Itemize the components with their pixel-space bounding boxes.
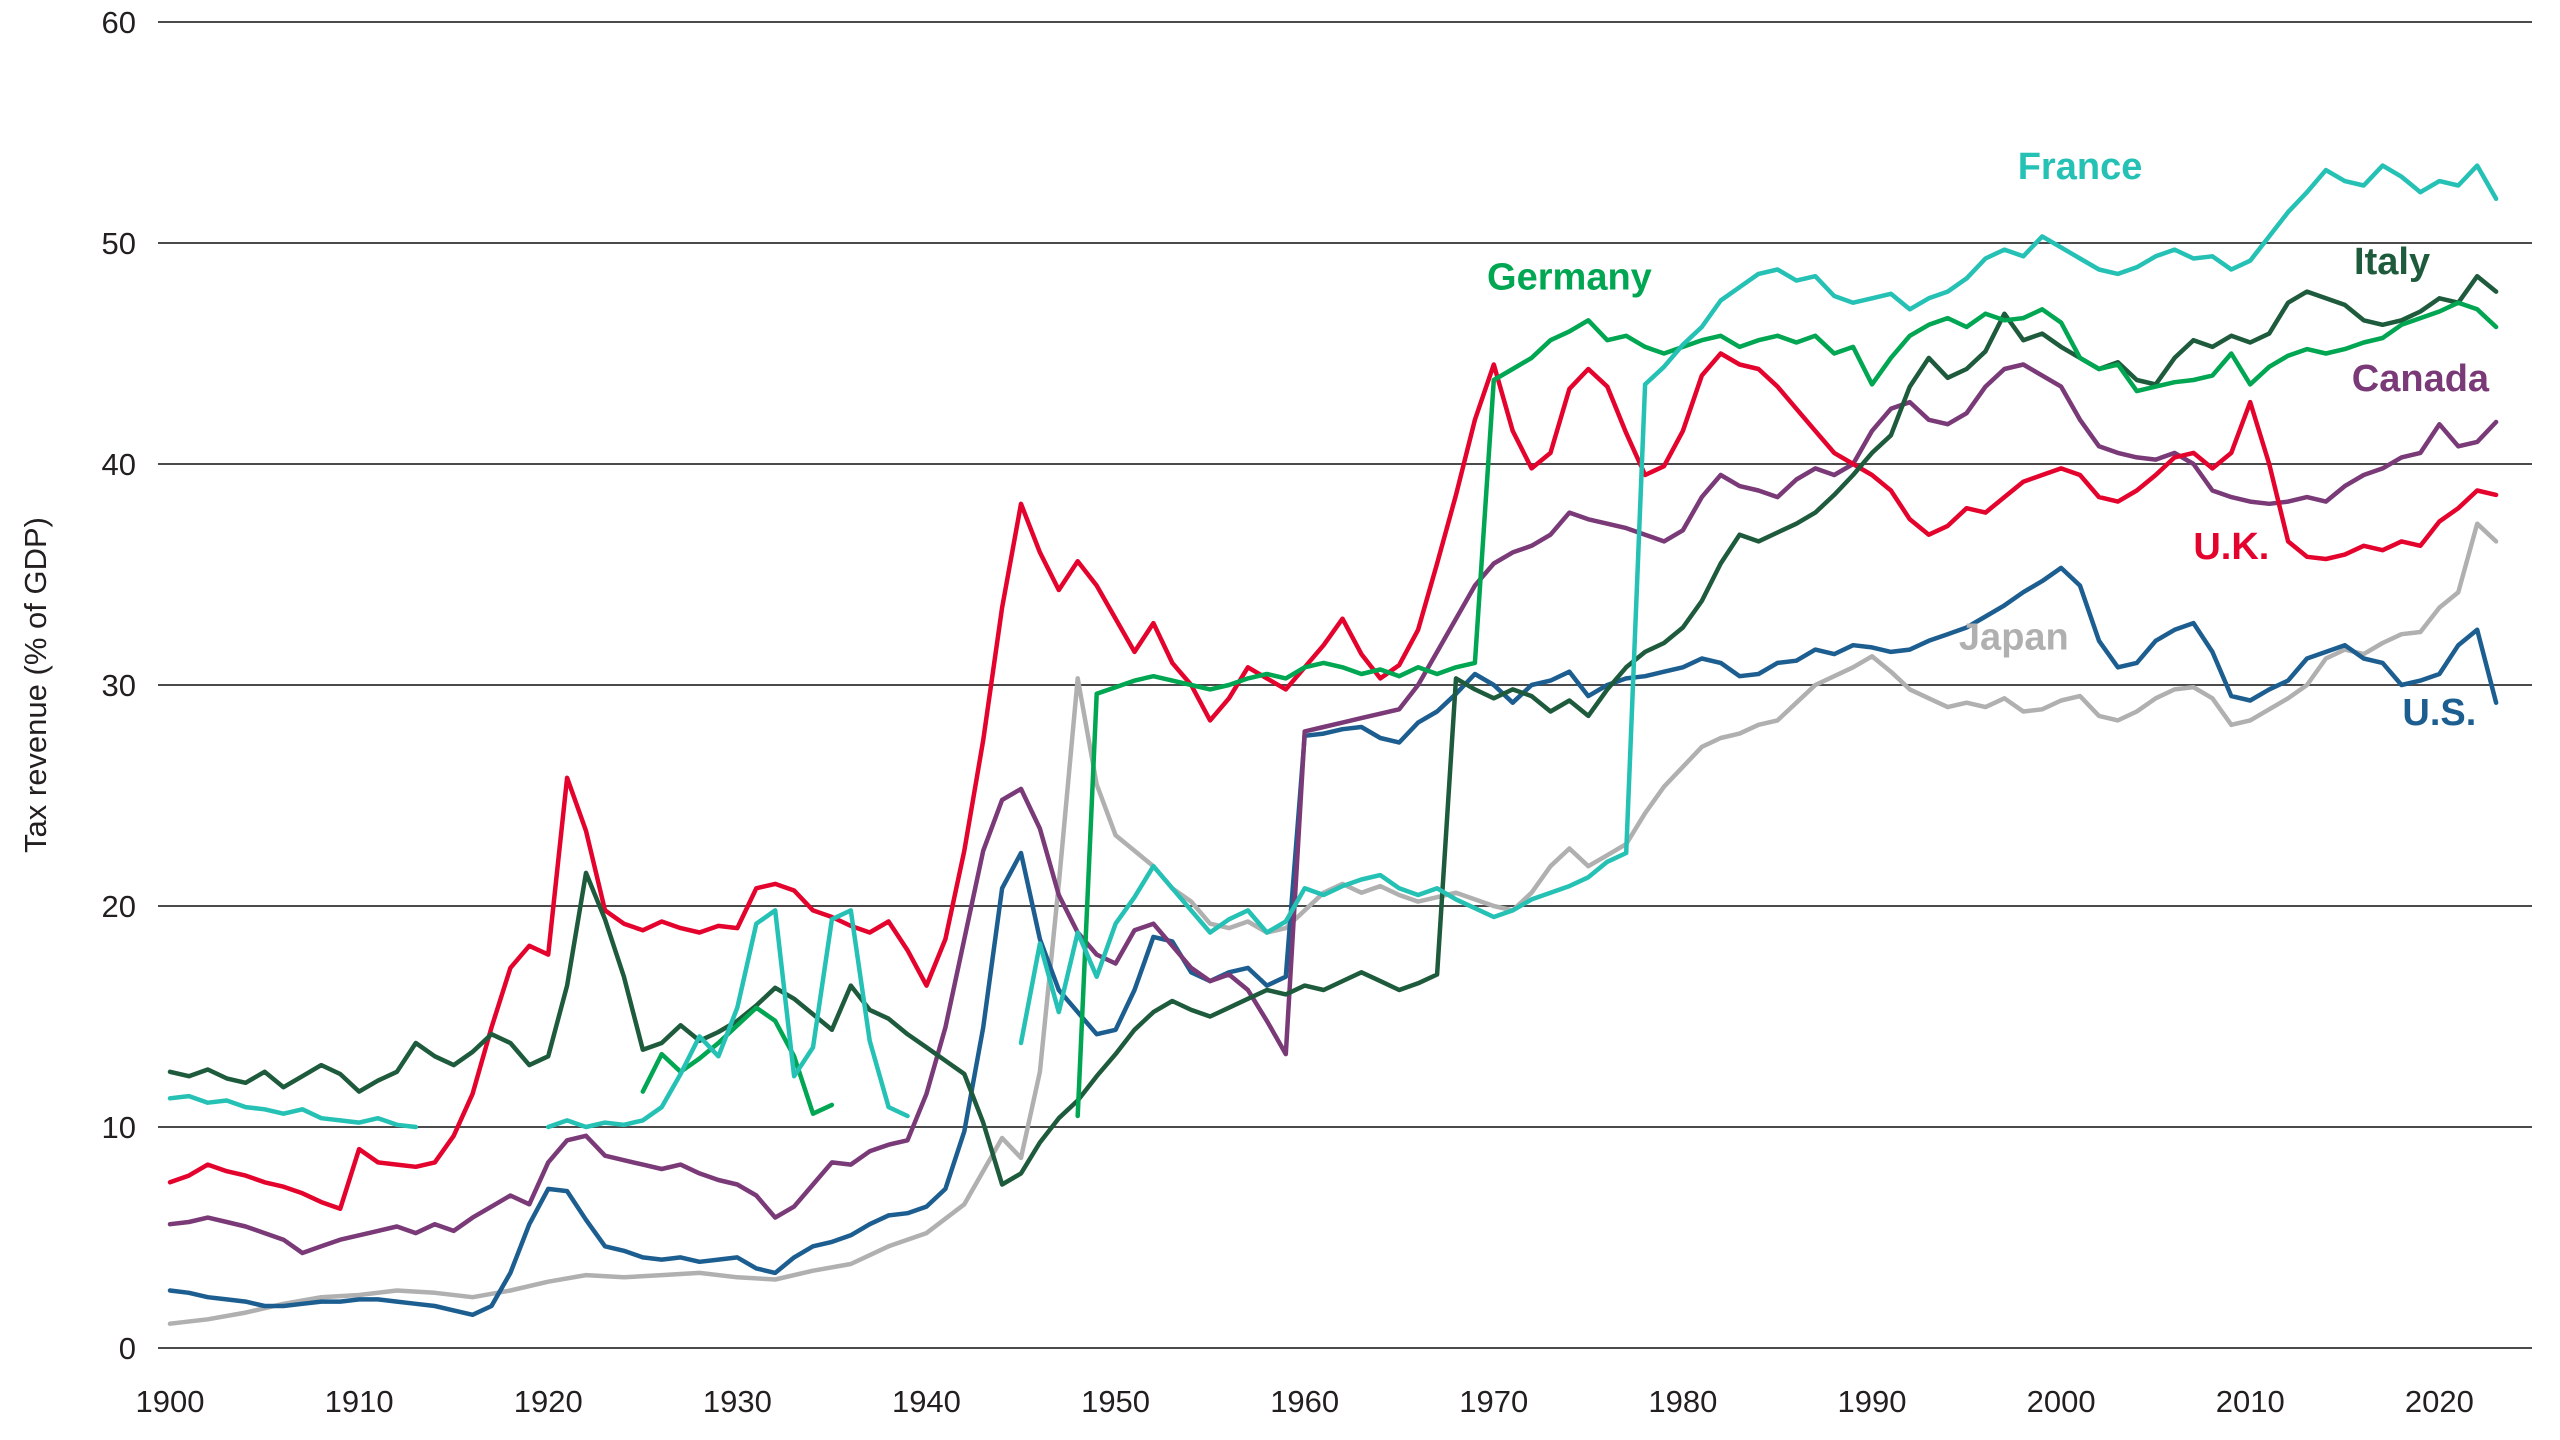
series-line-germany-seg0: [640, 1005, 835, 1116]
y-axis-title: Tax revenue (% of GDP): [18, 517, 53, 853]
series-line-uk-seg0: [167, 351, 2499, 1212]
y-axis-tick-labels: 0 10 20 30 40 50 60: [102, 5, 136, 1366]
series-line-france-seg1: [545, 908, 910, 1130]
series-lines: [167, 163, 2499, 1326]
series-line-france-seg2: [1018, 163, 2499, 1046]
x-tick-label: 1970: [1459, 1384, 1528, 1419]
y-tick-label: 50: [102, 226, 136, 261]
x-tick-label: 1930: [703, 1384, 772, 1419]
y-tick-label: 40: [102, 447, 136, 482]
x-tick-label: 1940: [892, 1384, 961, 1419]
x-tick-label: 1910: [325, 1384, 394, 1419]
series-line-japan-seg0: [167, 521, 2499, 1326]
series-line-germany-seg1: [1075, 300, 2499, 1119]
series-label-japan: Japan: [1959, 617, 2069, 659]
series-label-uk: U.K.: [2193, 526, 2269, 568]
y-tick-label: 30: [102, 668, 136, 703]
x-tick-label: 2020: [2405, 1384, 2474, 1419]
series-line-canada-seg0: [167, 362, 2499, 1256]
series-label-us: U.S.: [2402, 692, 2476, 734]
x-tick-label: 2010: [2216, 1384, 2285, 1419]
y-tick-label: 60: [102, 5, 136, 40]
series-label-france: France: [2018, 146, 2143, 188]
x-tick-label: 1900: [136, 1384, 205, 1419]
x-tick-label: 1960: [1270, 1384, 1339, 1419]
y-tick-label: 0: [119, 1331, 136, 1366]
series-labels: Japan U.S. Canada U.K. Italy Germany France: [1487, 146, 2490, 734]
series-label-canada: Canada: [2352, 358, 2490, 400]
y-tick-label: 20: [102, 889, 136, 924]
x-tick-label: 1990: [1838, 1384, 1907, 1419]
y-tick-label: 10: [102, 1110, 136, 1145]
gridlines: [158, 21, 2532, 1349]
x-tick-label: 1920: [514, 1384, 583, 1419]
x-tick-label: 2000: [2027, 1384, 2096, 1419]
series-label-germany: Germany: [1487, 256, 1652, 298]
series-line-us-seg0: [167, 565, 2499, 1318]
x-axis-tick-labels: 1900 1910 1920 1930 1940 1950 1960 1970 1980 1990…: [136, 1384, 2474, 1419]
x-tick-label: 1950: [1081, 1384, 1150, 1419]
series-label-italy: Italy: [2354, 241, 2430, 283]
series-line-france-seg0: [167, 1093, 419, 1130]
x-tick-label: 1980: [1648, 1384, 1717, 1419]
